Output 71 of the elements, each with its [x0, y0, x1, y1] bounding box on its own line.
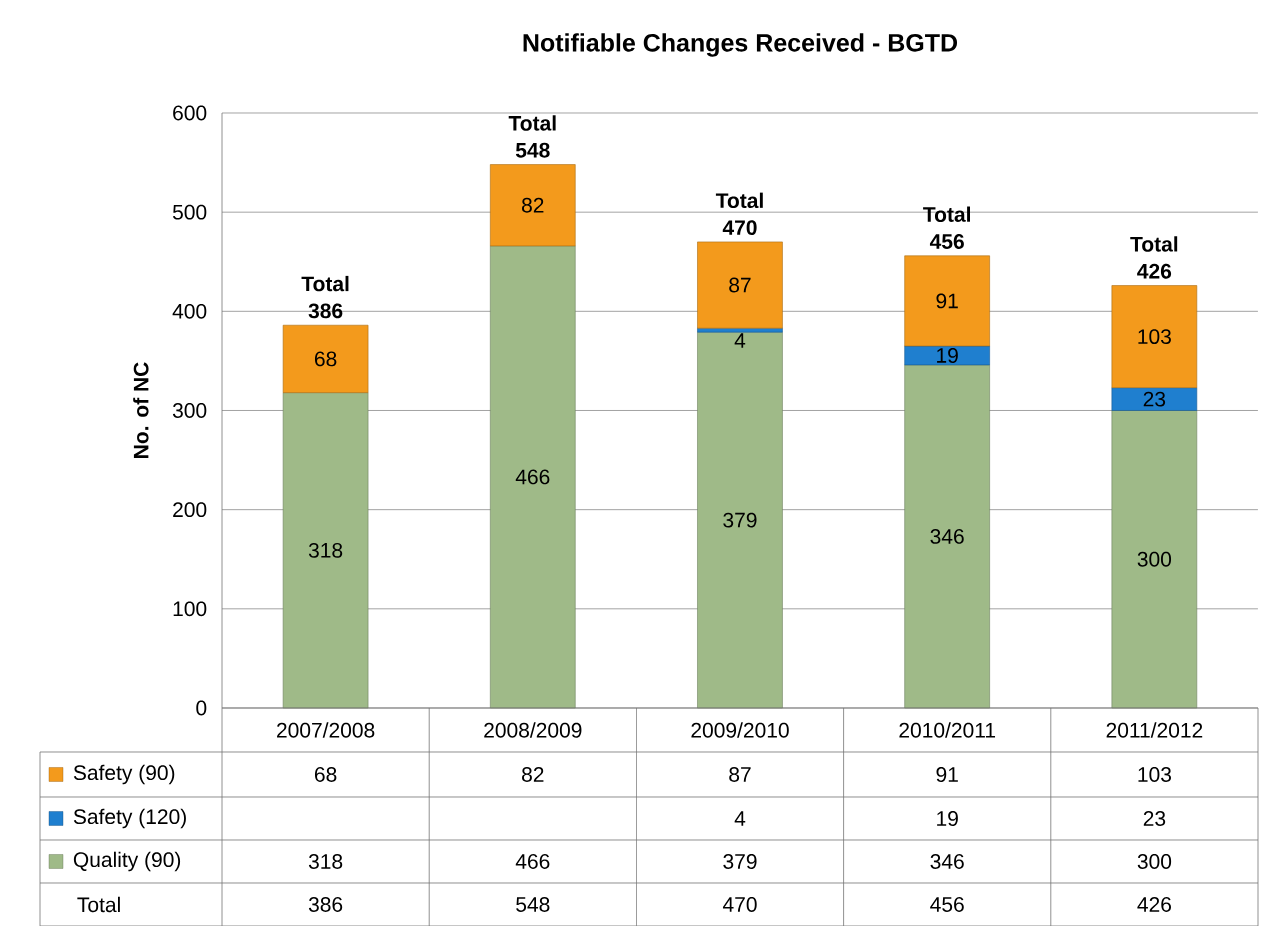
total-label: 548: [515, 142, 550, 158]
text: 68: [314, 351, 337, 367]
data-label: 91: [936, 766, 958, 782]
text: 19: [937, 347, 958, 363]
text: 456: [930, 896, 964, 912]
text: 466: [515, 469, 550, 485]
x-tick-label: 2007/2008: [277, 722, 375, 738]
data-label: 23: [1143, 810, 1166, 826]
text: 300: [1137, 551, 1172, 567]
text: 548: [516, 896, 550, 912]
data-label: 4: [734, 811, 746, 826]
y-tick-label: 600: [173, 105, 207, 121]
text: 386: [308, 896, 343, 912]
x-tick-label: 2011/2012: [1106, 722, 1203, 738]
total-label: 456: [929, 233, 964, 249]
y-tick-label: 400: [172, 303, 207, 319]
data-label: 68: [314, 766, 337, 782]
data-label: 318: [308, 853, 343, 869]
data-label: 346: [930, 853, 964, 869]
bar: [904, 345, 990, 365]
legend-label: Safety (90): [73, 764, 175, 785]
text: 318: [308, 542, 343, 558]
y-tick-label: 500: [172, 204, 207, 220]
x-tick-label: 2008/2009: [484, 722, 582, 738]
total-label: 426: [1137, 263, 1172, 279]
total-label: 386: [308, 303, 343, 319]
chart-title: Notifiable Changes Received - BGTD: [523, 33, 958, 57]
y-axis-title: No. of NC: [133, 362, 149, 458]
y-tick-label: 300: [172, 402, 207, 418]
data-label: 103: [1138, 766, 1171, 782]
text: Total: [715, 192, 763, 208]
data-label: 300: [1137, 853, 1172, 869]
data-label: 19: [937, 810, 958, 826]
text: Total: [923, 206, 970, 222]
x-tick-label: 2009/2010: [691, 722, 789, 738]
data-label: 82: [522, 766, 544, 782]
bar: [282, 392, 369, 709]
text: 23: [1143, 391, 1166, 407]
bar: [697, 241, 783, 329]
text: Total: [1130, 236, 1178, 252]
text: 87: [729, 277, 751, 293]
data-label: 87: [729, 766, 751, 782]
text: 426: [1137, 896, 1171, 912]
bar: [904, 255, 990, 347]
bar: [1111, 387, 1198, 411]
data-label: 466: [515, 853, 550, 869]
bar: [1111, 285, 1198, 388]
legend-label: Safety (120): [73, 808, 186, 829]
text: 4: [734, 333, 746, 348]
data-label: 379: [723, 853, 757, 869]
bar: [490, 245, 576, 709]
bar: [282, 324, 369, 393]
annotation: Total: [301, 275, 349, 292]
y-tick-label: 100: [173, 601, 207, 617]
text: 379: [723, 512, 757, 528]
text: 91: [936, 293, 958, 309]
bar: [1111, 410, 1198, 709]
x-tick-label: 2010/2011: [899, 722, 996, 738]
text: Total: [508, 115, 556, 131]
y-tick-label: 0: [196, 700, 207, 716]
bar: [904, 364, 990, 709]
text: 82: [522, 197, 544, 213]
y-tick-label: 200: [173, 502, 207, 517]
text: Total: [77, 896, 120, 913]
bar: [697, 331, 783, 709]
bar: [490, 164, 576, 246]
text: 103: [1138, 329, 1171, 344]
text: 346: [930, 528, 964, 544]
total-label: 470: [722, 220, 757, 235]
text: 470: [722, 896, 757, 912]
legend-label: Quality (90): [73, 851, 181, 872]
